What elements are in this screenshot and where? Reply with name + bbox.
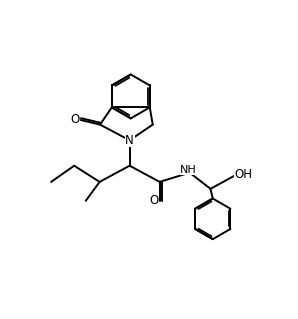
Text: OH: OH <box>234 168 252 182</box>
Text: O: O <box>70 114 80 127</box>
Text: N: N <box>125 134 134 147</box>
Text: O: O <box>149 194 159 207</box>
Text: NH: NH <box>180 165 197 175</box>
